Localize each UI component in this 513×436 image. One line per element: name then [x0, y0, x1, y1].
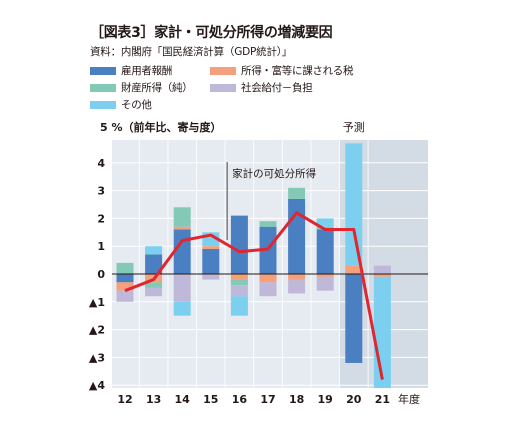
- forecast-label: 予測: [343, 120, 365, 134]
- y-tick-label: 2: [97, 212, 105, 225]
- x-tick-label: 15: [203, 393, 218, 406]
- x-tick-label: 21: [375, 393, 390, 406]
- legend-swatch: [90, 67, 116, 75]
- x-tick-label: 18: [289, 393, 304, 406]
- bar-segment: [116, 274, 134, 283]
- bar-segment: [116, 290, 134, 302]
- bar-segment: [116, 262, 134, 274]
- bar-segment: [373, 265, 391, 274]
- bar-segment: [316, 276, 334, 291]
- legend-swatch: [90, 84, 116, 92]
- legend-label: その他: [121, 99, 152, 111]
- x-axis-unit-label: 年度: [398, 392, 420, 406]
- bar-segment: [316, 218, 334, 227]
- legend-swatch: [90, 101, 116, 109]
- legend-label: 所得・富等に課される税: [241, 65, 354, 77]
- bar-segment: [230, 279, 248, 286]
- bar-segment: [173, 229, 191, 274]
- bar-segment: [316, 229, 334, 274]
- bar-segment: [373, 276, 391, 388]
- y-tick-label: ▲3: [89, 351, 105, 364]
- bar-segment: [345, 143, 363, 266]
- legend-swatch: [210, 67, 236, 75]
- bar-segment: [173, 226, 191, 230]
- x-tick-label: 16: [232, 393, 248, 406]
- bar-segment: [288, 187, 306, 199]
- legend-label: 社会給付－負担: [241, 82, 313, 94]
- bar-segment: [173, 207, 191, 227]
- bar-segment: [288, 279, 306, 294]
- y-tick-label: ▲1: [89, 296, 105, 309]
- bar-segment: [288, 274, 306, 280]
- legend-label: 雇用者報酬: [121, 65, 172, 77]
- line-series: [124, 211, 384, 380]
- bar-segment: [116, 282, 134, 291]
- chart-source: 資料：内閣府「国民経済計算（GDP統計）」: [90, 46, 293, 58]
- bar-segment: [145, 254, 163, 274]
- bar-segment: [145, 246, 163, 255]
- y-tick-label: 0: [97, 268, 105, 281]
- bar-segment: [202, 248, 220, 274]
- x-tick-label: 13: [146, 393, 161, 406]
- y-tick-label: ▲4: [89, 379, 105, 392]
- annotation-label: 家計の可処分所得: [232, 167, 316, 180]
- bar-segment: [259, 221, 277, 227]
- bar-segment: [145, 282, 163, 288]
- y-tick-label: 4: [97, 157, 105, 170]
- legend-label: 財産所得（純）: [121, 82, 193, 94]
- y-tick-label: ▲2: [89, 324, 105, 337]
- x-tick-label: 19: [318, 393, 333, 406]
- bar-segment: [373, 274, 391, 277]
- bar-segment: [259, 282, 277, 297]
- bar-segment: [202, 246, 220, 249]
- x-tick-label: 14: [175, 393, 191, 406]
- bar-segment: [145, 287, 163, 297]
- bar-segment: [173, 274, 191, 302]
- bar-segment: [230, 285, 248, 297]
- bar-segment: [345, 265, 363, 274]
- chart-title: ［図表3］家計・可処分所得の増減要因: [90, 25, 333, 41]
- bar-segment: [202, 274, 220, 280]
- y-tick-label: 1: [97, 240, 105, 253]
- y-tick-label: 3: [97, 185, 105, 198]
- bar-segment: [230, 215, 248, 274]
- y-axis-unit-label: 5 %（前年比、寄与度）: [100, 120, 222, 134]
- bar-segment: [259, 274, 277, 283]
- bar-segment: [316, 274, 334, 277]
- bar-segment: [345, 274, 363, 363]
- bar-segment: [173, 301, 191, 316]
- x-tick-label: 12: [117, 393, 132, 406]
- bar-segment: [230, 296, 248, 316]
- bar-segment: [288, 198, 306, 274]
- x-tick-label: 20: [346, 393, 362, 406]
- legend-swatch: [210, 84, 236, 92]
- bar-segment: [230, 274, 248, 280]
- x-tick-label: 17: [260, 393, 275, 406]
